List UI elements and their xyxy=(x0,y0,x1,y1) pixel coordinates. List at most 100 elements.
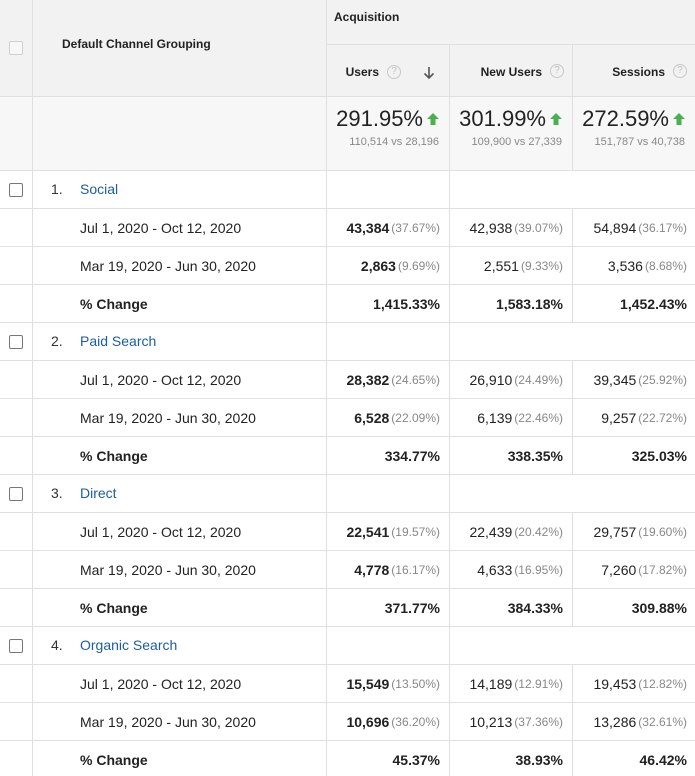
channel-link-direct[interactable]: Direct xyxy=(80,485,117,501)
new-users-cell: 2,551 (9.33%) xyxy=(450,247,573,284)
change-row: % Change 45.37% 38.93% 46.42% xyxy=(0,741,695,776)
table-header: Default Channel Grouping Acquisition Use… xyxy=(0,0,695,98)
date-range-label: Jul 1, 2020 - Oct 12, 2020 xyxy=(80,676,242,692)
column-header-sessions[interactable]: Sessions ? xyxy=(573,45,695,98)
date-range-label: Mar 19, 2020 - Jun 30, 2020 xyxy=(80,258,256,274)
change-label: % Change xyxy=(80,752,148,768)
sessions-change-cell: 325.03% xyxy=(631,447,687,464)
trend-up-icon xyxy=(673,113,685,125)
row-index: 4. xyxy=(51,637,63,653)
table-row: Jul 1, 2020 - Oct 12, 2020 22,541 (19.57%… xyxy=(0,513,695,551)
row-checkbox[interactable] xyxy=(9,182,23,197)
acquisition-group-header: Acquisition Users ? New Users ? Sessions… xyxy=(327,0,695,98)
change-row: % Change 1,415.33% 1,583.18% 1,452.43% xyxy=(0,285,695,323)
date-range-label: Mar 19, 2020 - Jun 30, 2020 xyxy=(80,714,256,730)
sessions-cell: 39,345 (25.92%) xyxy=(593,371,687,388)
new-users-cell: 6,139 (22.46%) xyxy=(450,399,573,436)
column-header-new-users[interactable]: New Users ? xyxy=(450,45,573,98)
users-cell: 6,528 (22.09%) xyxy=(327,399,450,436)
dimension-header-label: Default Channel Grouping xyxy=(62,37,211,51)
users-cell: 2,863 (9.69%) xyxy=(327,247,450,284)
summary-compare: 109,900 vs 27,339 xyxy=(471,136,562,148)
users-cell: 10,696 (36.20%) xyxy=(327,703,450,740)
table-row: Mar 19, 2020 - Jun 30, 2020 6,528 (22.09%… xyxy=(0,399,695,437)
new-users-cell: 42,938 (39.07%) xyxy=(450,209,573,246)
column-label-users: Users xyxy=(345,64,379,79)
summary-change: 272.59% xyxy=(582,106,669,131)
channel-link-organic-search[interactable]: Organic Search xyxy=(80,637,178,653)
sessions-cell: 29,757 (19.60%) xyxy=(593,523,687,540)
table-row: Jul 1, 2020 - Oct 12, 2020 28,382 (24.65%… xyxy=(0,361,695,399)
sessions-cell: 7,260 (17.82%) xyxy=(601,561,687,578)
new-users-change-cell: 338.35% xyxy=(450,437,573,474)
sessions-cell: 19,453 (12.82%) xyxy=(593,675,687,692)
row-index: 1. xyxy=(51,181,63,197)
dimension-header[interactable]: Default Channel Grouping xyxy=(33,0,327,96)
users-change-cell: 371.77% xyxy=(327,589,450,626)
help-icon[interactable]: ? xyxy=(550,64,564,78)
row-checkbox[interactable] xyxy=(9,486,23,501)
group-row-paid-search: 2. Paid Search xyxy=(0,323,695,361)
table-row: Mar 19, 2020 - Jun 30, 2020 2,863 (9.69%)… xyxy=(0,247,695,285)
sessions-change-cell: 1,452.43% xyxy=(620,295,687,312)
help-icon[interactable]: ? xyxy=(673,64,687,78)
summary-new-users: 301.99% 109,900 vs 27,339 xyxy=(450,97,573,170)
new-users-cell: 26,910 (24.49%) xyxy=(450,361,573,398)
sessions-cell: 54,894 (36.17%) xyxy=(593,219,687,236)
new-users-change-cell: 38.93% xyxy=(450,741,573,776)
row-checkbox[interactable] xyxy=(9,334,23,349)
sessions-cell: 13,286 (32.61%) xyxy=(593,713,687,730)
row-checkbox[interactable] xyxy=(9,638,23,653)
select-all-checkbox[interactable] xyxy=(9,41,23,55)
trend-up-icon xyxy=(550,113,562,125)
summary-compare: 110,514 vs 28,196 xyxy=(349,136,439,148)
channel-link-social[interactable]: Social xyxy=(80,181,119,197)
sessions-cell: 9,257 (22.72%) xyxy=(601,409,687,426)
date-range-label: Mar 19, 2020 - Jun 30, 2020 xyxy=(80,410,256,426)
table-row: Mar 19, 2020 - Jun 30, 2020 10,696 (36.20… xyxy=(0,703,695,741)
select-all-cell xyxy=(0,0,33,96)
table-row: Jul 1, 2020 - Oct 12, 2020 15,549 (13.50%… xyxy=(0,665,695,703)
new-users-cell: 14,189 (12.91%) xyxy=(450,665,573,702)
users-cell: 15,549 (13.50%) xyxy=(327,665,450,702)
change-row: % Change 334.77% 338.35% 325.03% xyxy=(0,437,695,475)
column-label-new-users: New Users xyxy=(480,64,542,79)
date-range-label: Jul 1, 2020 - Oct 12, 2020 xyxy=(80,372,242,388)
date-range-label: Jul 1, 2020 - Oct 12, 2020 xyxy=(80,220,242,236)
summary-change: 291.95% xyxy=(336,106,423,131)
sort-descending-icon[interactable] xyxy=(423,66,435,80)
summary-sessions: 272.59% 151,787 vs 40,738 xyxy=(573,97,695,170)
users-cell: 43,384 (37.67%) xyxy=(327,209,450,246)
new-users-change-cell: 1,583.18% xyxy=(450,285,573,322)
new-users-change-cell: 384.33% xyxy=(450,589,573,626)
table-row: Jul 1, 2020 - Oct 12, 2020 43,384 (37.67%… xyxy=(0,209,695,247)
date-range-label: Jul 1, 2020 - Oct 12, 2020 xyxy=(80,524,242,540)
users-cell: 28,382 (24.65%) xyxy=(327,361,450,398)
group-row-direct: 3. Direct xyxy=(0,475,695,513)
users-change-cell: 45.37% xyxy=(327,741,450,776)
column-label-sessions: Sessions xyxy=(612,64,665,79)
sessions-change-cell: 309.88% xyxy=(631,599,687,616)
acquisition-label: Acquisition xyxy=(334,10,400,24)
help-icon[interactable]: ? xyxy=(387,64,401,79)
summary-users: 291.95% 110,514 vs 28,196 xyxy=(327,97,450,170)
summary-row: 291.95% 110,514 vs 28,196 301.99% 109,90… xyxy=(0,97,695,171)
change-label: % Change xyxy=(80,448,148,464)
column-header-users[interactable]: Users ? xyxy=(327,45,450,98)
users-change-cell: 334.77% xyxy=(327,437,450,474)
users-cell: 22,541 (19.57%) xyxy=(327,513,450,550)
sessions-cell: 3,536 (8.68%) xyxy=(607,257,687,274)
row-index: 2. xyxy=(51,333,63,349)
summary-compare: 151,787 vs 40,738 xyxy=(594,136,685,148)
group-row-social: 1. Social xyxy=(0,171,695,209)
table-row: Mar 19, 2020 - Jun 30, 2020 4,778 (16.17%… xyxy=(0,551,695,589)
users-cell: 4,778 (16.17%) xyxy=(327,551,450,588)
group-row-organic-search: 4. Organic Search xyxy=(0,627,695,665)
summary-change: 301.99% xyxy=(459,106,546,131)
channel-link-paid-search[interactable]: Paid Search xyxy=(80,333,157,349)
change-row: % Change 371.77% 384.33% 309.88% xyxy=(0,589,695,627)
new-users-cell: 22,439 (20.42%) xyxy=(450,513,573,550)
change-label: % Change xyxy=(80,296,148,312)
date-range-label: Mar 19, 2020 - Jun 30, 2020 xyxy=(80,562,256,578)
